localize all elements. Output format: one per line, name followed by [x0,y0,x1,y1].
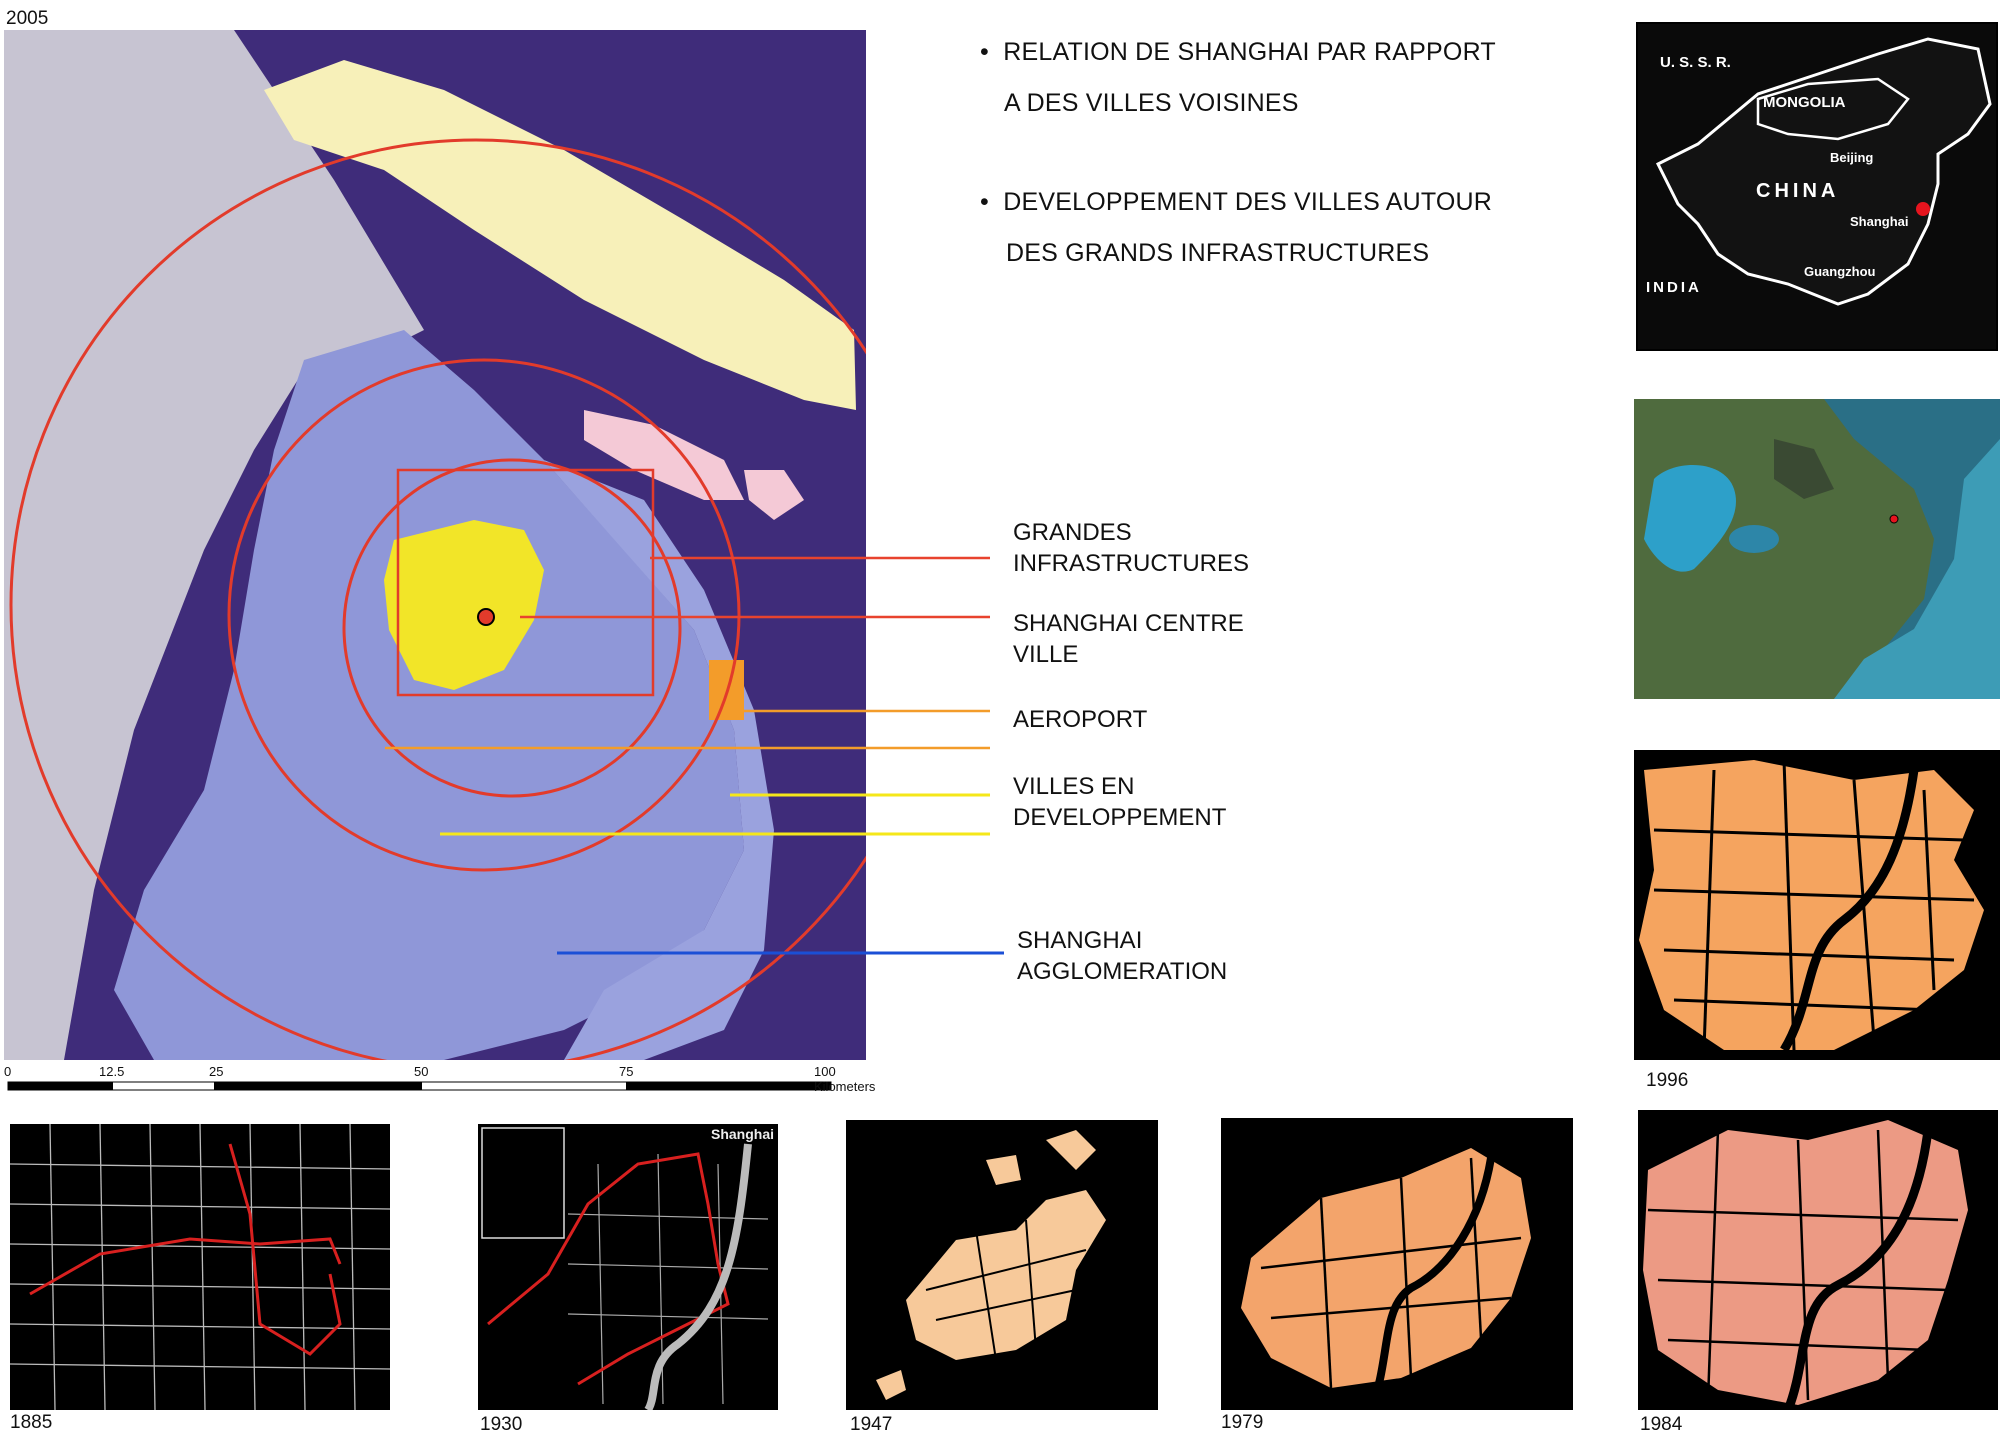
bullet-2-line2: DES GRANDS INFRASTRUCTURES [1006,239,1430,267]
china-label-beijing: Beijing [1830,150,1874,165]
china-label-china: CHINA [1756,180,1840,202]
china-outline [1655,37,1992,306]
ring-inner [342,458,682,798]
bullet-dot-2: • [980,188,1004,216]
bullet-1-line1: RELATION DE SHANGHAI PAR RAPPORT [1003,38,1496,66]
legend-agglomeration: SHANGHAI AGGLOMERATION [1017,925,1227,987]
map-1984 [1638,1110,1998,1410]
river-1996 [1780,769,1919,1053]
legend-centre-ville: SHANGHAI CENTRE VILLE [1013,608,1244,670]
scale-label-5: 100 Kilometers [814,1064,876,1094]
scale-label-3: 50 [414,1064,429,1079]
bullet-1-line2: A DES VILLES VOISINES [1004,89,1299,117]
scale-label-1: 12.5 [99,1064,125,1079]
china-label-mongolia: MONGOLIA [1763,94,1846,111]
bullet-2: • DEVELOPPEMENT DES VILLES AUTOUR DES GR… [980,188,1492,268]
map-1979 [1221,1118,1573,1410]
map-island-small [584,410,744,500]
main-map-year: 2005 [6,8,49,29]
legend-agglomeration-line2: AGGLOMERATION [1017,958,1228,985]
legend-infrastructures-line2: INFRASTRUCTURES [1013,550,1250,577]
year-1930: 1930 [480,1414,523,1435]
shanghai-marker [1916,202,1930,216]
map-island-tiny [744,470,804,520]
ring-outer [9,138,866,1060]
legend-centre-ville-line2: VILLE [1013,641,1079,668]
river-1930 [644,1143,752,1410]
scale-label-2: 25 [209,1064,224,1079]
map-1885 [10,1124,390,1410]
scale-bar: 0 12.5 25 50 75 100 Kilometers [4,1062,884,1102]
label-1930-shanghai: Shanghai [710,1126,774,1142]
scale-label-4: 75 [619,1064,634,1079]
scale-label-0: 0 [4,1064,12,1079]
bullet-dot-1: • [980,38,1004,66]
legend-agglomeration-line1: SHANGHAI [1017,927,1143,954]
main-map [4,30,866,1060]
map-mainland [4,30,424,1060]
map-city-center [384,520,544,690]
legend-infrastructures-line1: GRANDES [1013,519,1132,546]
legend-villes: VILLES EN DEVELOPPEMENT [1013,771,1226,833]
china-label-guangzhou: Guangzhou [1804,264,1876,279]
legend-infrastructures: GRANDES INFRASTRUCTURES [1013,517,1249,579]
city-center-marker [477,608,495,626]
bullet-2-line1: DEVELOPPEMENT DES VILLES AUTOUR [1003,188,1493,216]
year-1996: 1996 [1646,1070,1689,1091]
legend-villes-line2: DEVELOPPEMENT [1013,804,1227,831]
mongolia-outline [1756,77,1910,141]
china-label-india: INDIA [1646,279,1702,296]
legend-aeroport-line1: AEROPORT [1013,706,1148,733]
map-1930: Shanghai [478,1124,778,1410]
growth-area-1979 [1241,1148,1531,1388]
year-1885: 1885 [10,1412,53,1433]
growth-area-1947 [906,1190,1106,1360]
box-infrastructure [396,468,655,697]
legend-aeroport: AEROPORT [1013,704,1147,735]
ring-middle [227,358,741,872]
legend-centre-ville-line1: SHANGHAI CENTRE [1013,610,1244,637]
bullet-1: • RELATION DE SHANGHAI PAR RAPPORT A DES… [980,38,1496,118]
satellite-city-marker [1889,514,1899,524]
route-1885 [29,1237,342,1296]
map-island-chongming [264,60,856,410]
route-1930 [487,1152,730,1386]
year-1984: 1984 [1640,1414,1683,1435]
year-1947: 1947 [850,1414,893,1435]
map-1996 [1634,750,2000,1060]
map-agglomeration-east [544,460,774,1060]
china-label-ussr: U. S. S. R. [1660,54,1731,71]
china-locator-map: U. S. S. R. MONGOLIA Beijing CHINA Shang… [1636,22,1998,351]
river-1979 [1367,1157,1495,1410]
map-1947 [846,1120,1158,1410]
china-label-shanghai: Shanghai [1850,214,1909,229]
legend-villes-line1: VILLES EN [1013,773,1135,800]
year-1979: 1979 [1221,1412,1264,1433]
satellite-image [1634,399,2000,699]
